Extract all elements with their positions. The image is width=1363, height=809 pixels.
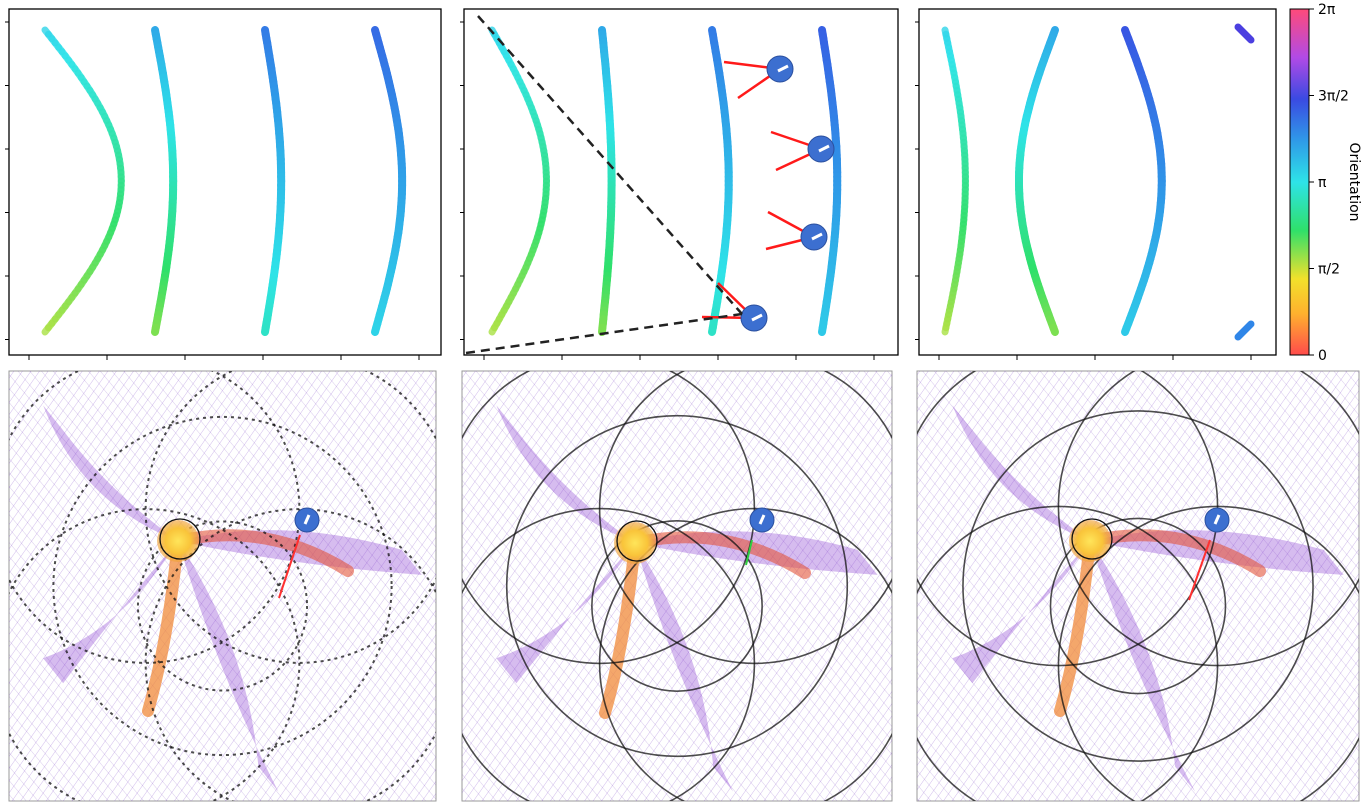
colorbar: 0 π/2 π 3π/2 2π Orientation — [1289, 2, 1362, 364]
goal-ring — [159, 518, 201, 560]
goal-ring — [1071, 518, 1113, 560]
goal-blob — [1069, 520, 1111, 562]
density-arm — [635, 543, 734, 792]
colorbar-tick-label: π — [1318, 175, 1327, 191]
view-boundary — [465, 312, 743, 355]
trajectory-arm — [172, 529, 354, 577]
trajectory-arm — [1054, 535, 1096, 717]
top-panel-2-frame — [463, 8, 899, 356]
arc-end — [1234, 23, 1255, 44]
chart-marks — [5, 15, 1359, 801]
top-panel-1 — [5, 21, 420, 360]
top-panel-2 — [460, 15, 875, 360]
colorbar-tick-label: 0 — [1318, 348, 1327, 364]
colorbar-tick-label: π/2 — [1318, 262, 1340, 278]
arc-segment — [708, 323, 717, 336]
colorbar-label: Orientation — [1346, 142, 1362, 221]
density-arm — [1090, 541, 1196, 792]
heading-tick — [751, 313, 763, 322]
top-panel-3 — [915, 21, 1255, 360]
grid-circle — [136, 520, 309, 692]
heading-tick — [758, 514, 766, 525]
bottom-panel-3 — [917, 371, 1359, 801]
arc-end — [1234, 320, 1255, 341]
arc-segment — [261, 323, 270, 336]
density-arm — [178, 541, 279, 792]
arc-2 — [151, 26, 178, 336]
grid-circle — [505, 414, 849, 758]
arc-segment — [1121, 323, 1131, 336]
grid-circle — [962, 410, 1314, 762]
hatch-layer — [917, 371, 1359, 801]
grid-circle — [9, 508, 301, 801]
heading-tick — [811, 232, 823, 241]
orientation-line — [745, 539, 753, 566]
trajectory-arm — [142, 535, 184, 717]
orientation-line — [278, 534, 301, 599]
density-arm — [43, 541, 178, 684]
view-boundary — [477, 15, 743, 315]
density-field — [917, 371, 1359, 801]
arc-4 — [371, 26, 407, 336]
goal-ring — [616, 520, 658, 562]
top-panel-3-frame — [918, 8, 1277, 356]
bottom-panel-2 — [462, 371, 892, 801]
grid-circle — [1049, 517, 1227, 695]
heading-tick — [777, 64, 789, 73]
grid-circle — [1057, 505, 1359, 801]
trajectory-arm — [1084, 529, 1266, 577]
grid-circle — [591, 520, 763, 692]
orientation-line — [1188, 539, 1211, 601]
grid-circle — [9, 371, 301, 664]
arc-3 — [1121, 26, 1166, 336]
colorbar-gradient — [1289, 8, 1310, 356]
colorbar-tick-label: 2π — [1318, 2, 1336, 18]
arc-segment — [941, 324, 950, 336]
arc-1 — [41, 26, 125, 336]
arc-2 — [1015, 26, 1059, 336]
arc-segment — [151, 323, 160, 336]
arc-4 — [818, 26, 842, 336]
arc-segment — [41, 324, 52, 336]
heading-tick — [1213, 514, 1221, 525]
heading-tick — [303, 514, 311, 525]
arc-1 — [941, 26, 969, 336]
arc-segment — [818, 323, 827, 336]
grid-circle — [462, 507, 756, 801]
top-panel-1-frame — [8, 8, 442, 356]
density-field — [462, 371, 892, 801]
hatch-layer — [9, 371, 436, 801]
arc-segment — [488, 324, 498, 336]
trajectory-arm — [599, 537, 641, 719]
grid-circle — [52, 415, 393, 757]
grid-circle — [917, 505, 1219, 801]
goal-blob — [614, 522, 656, 564]
arc-segment — [371, 323, 381, 336]
colorbar-tick-label: 3π/2 — [1318, 89, 1349, 105]
grid-circle — [598, 507, 892, 801]
hatch-layer — [462, 371, 892, 801]
goal-blob — [157, 520, 199, 562]
arc-segment — [1049, 323, 1059, 336]
colorbar-ticks: 0 π/2 π 3π/2 2π — [1309, 2, 1349, 364]
heading-tick — [818, 144, 830, 153]
density-field — [9, 371, 436, 801]
trajectory-arm — [629, 531, 811, 579]
bottom-panel-1 — [9, 371, 436, 801]
arc-2 — [598, 26, 616, 336]
arc-3 — [261, 26, 286, 336]
top-panels — [8, 8, 1277, 356]
